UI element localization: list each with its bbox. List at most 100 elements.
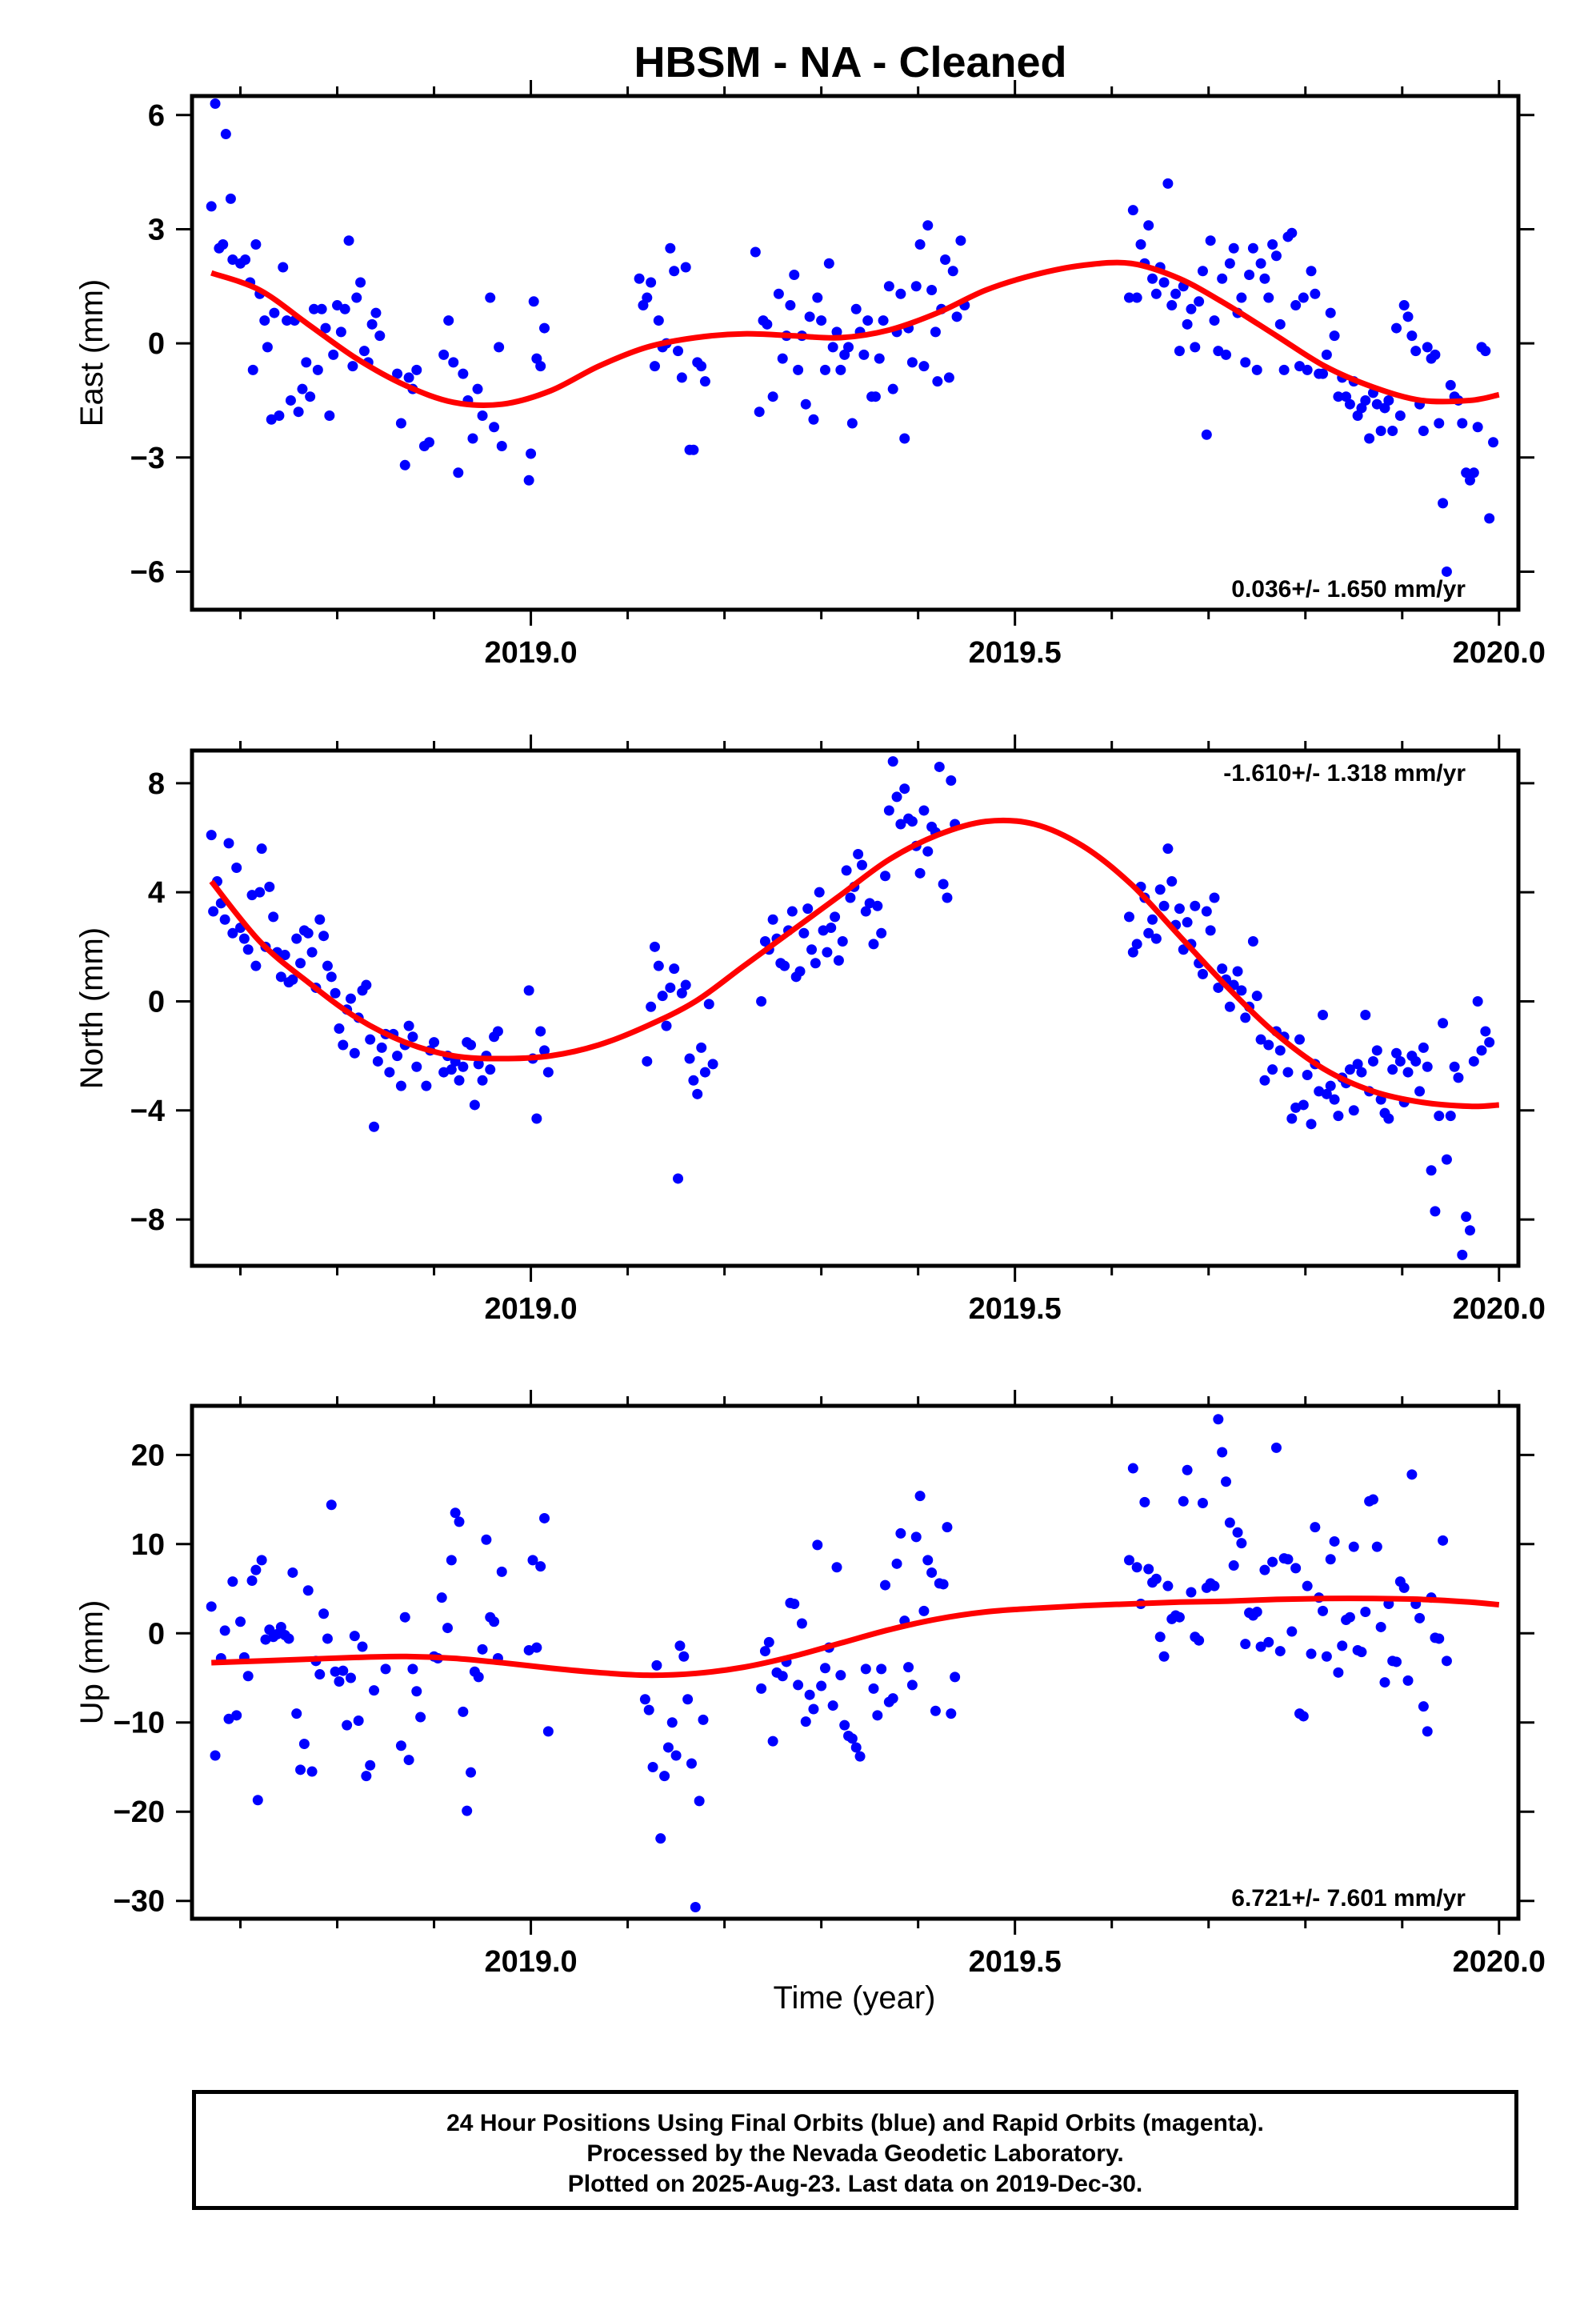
data-point bbox=[934, 761, 945, 772]
data-point bbox=[1306, 1648, 1317, 1659]
data-point bbox=[1387, 425, 1398, 436]
data-point bbox=[914, 238, 926, 250]
data-point bbox=[1302, 1580, 1313, 1591]
data-point bbox=[1472, 422, 1483, 433]
data-point bbox=[403, 372, 414, 383]
data-point bbox=[392, 368, 403, 379]
data-point bbox=[856, 859, 867, 871]
data-point bbox=[250, 960, 262, 971]
data-point bbox=[1298, 292, 1309, 303]
data-point bbox=[899, 433, 910, 444]
data-point bbox=[1318, 1010, 1329, 1021]
data-point bbox=[891, 1558, 902, 1569]
data-point bbox=[837, 936, 848, 947]
data-point bbox=[887, 756, 898, 767]
data-point bbox=[458, 1061, 469, 1072]
data-point bbox=[454, 1075, 465, 1086]
data-point bbox=[1158, 277, 1170, 288]
data-point bbox=[365, 1034, 376, 1045]
data-point bbox=[291, 1708, 302, 1719]
data-point bbox=[1232, 1527, 1243, 1538]
data-point bbox=[673, 1173, 684, 1184]
data-point bbox=[429, 1037, 440, 1048]
data-point bbox=[1182, 917, 1193, 928]
data-point bbox=[1394, 1055, 1406, 1067]
data-point bbox=[339, 303, 350, 314]
data-point bbox=[343, 235, 354, 246]
data-point bbox=[833, 955, 844, 966]
data-point bbox=[918, 805, 930, 816]
data-point bbox=[680, 262, 691, 273]
data-point bbox=[642, 1055, 653, 1067]
data-point bbox=[293, 406, 304, 418]
data-point bbox=[1325, 307, 1336, 318]
data-point bbox=[349, 1631, 360, 1642]
data-point bbox=[1457, 418, 1468, 429]
data-point bbox=[326, 1499, 337, 1511]
data-point bbox=[872, 900, 883, 911]
data-point bbox=[1464, 1225, 1475, 1236]
data-point bbox=[810, 958, 821, 969]
data-point bbox=[1290, 1563, 1302, 1574]
data-point bbox=[1213, 346, 1224, 357]
data-point bbox=[1356, 1067, 1367, 1078]
data-point bbox=[777, 353, 788, 364]
data-point bbox=[786, 906, 798, 917]
data-point bbox=[1131, 292, 1142, 303]
data-point bbox=[1367, 1494, 1378, 1505]
x-tick-label: 2019.0 bbox=[484, 1945, 577, 1979]
footer-line-3: Plotted on 2025-Aug-23. Last data on 201… bbox=[567, 2171, 1143, 2197]
data-point bbox=[1267, 238, 1278, 250]
data-point bbox=[1150, 933, 1162, 944]
data-point bbox=[1197, 266, 1208, 277]
data-point bbox=[789, 1598, 800, 1609]
data-point bbox=[1321, 349, 1332, 360]
data-point bbox=[1251, 1607, 1262, 1618]
data-point bbox=[462, 1805, 473, 1816]
data-point bbox=[767, 914, 778, 925]
data-point bbox=[542, 1067, 554, 1078]
data-point bbox=[876, 1663, 887, 1675]
data-point bbox=[1457, 1249, 1468, 1260]
data-point bbox=[250, 1564, 262, 1575]
data-point bbox=[219, 914, 230, 925]
x-tick-label: 2020.0 bbox=[1453, 1945, 1546, 1979]
data-point bbox=[1406, 330, 1418, 342]
data-point bbox=[206, 1601, 217, 1612]
data-point bbox=[800, 398, 811, 410]
data-point bbox=[365, 1760, 376, 1771]
data-point bbox=[1371, 398, 1382, 410]
data-point bbox=[485, 292, 496, 303]
data-point bbox=[922, 220, 934, 231]
plot-frame bbox=[190, 1403, 1521, 1921]
data-point bbox=[870, 391, 881, 402]
data-point bbox=[287, 1567, 298, 1578]
data-point bbox=[808, 414, 819, 425]
data-point bbox=[1476, 1045, 1487, 1056]
data-point bbox=[680, 979, 691, 991]
data-point bbox=[669, 266, 680, 277]
east-panel: 2019.0 2019.5 2020.0 6 3 0 −3 −6 East (mm) 0.036+… bbox=[74, 80, 1546, 670]
y-tick-label: −30 bbox=[114, 1885, 165, 1919]
data-point bbox=[223, 838, 234, 849]
data-point bbox=[492, 1026, 503, 1037]
data-point bbox=[231, 863, 242, 874]
data-point bbox=[264, 881, 275, 892]
data-point bbox=[759, 1646, 770, 1657]
data-point bbox=[472, 383, 483, 394]
data-point bbox=[227, 254, 238, 265]
data-point bbox=[358, 346, 370, 357]
data-point bbox=[1348, 1105, 1359, 1116]
data-point bbox=[528, 296, 539, 307]
data-point bbox=[320, 322, 331, 334]
data-point bbox=[1247, 936, 1258, 947]
data-point bbox=[816, 1680, 827, 1691]
data-point bbox=[1263, 292, 1274, 303]
data-point bbox=[242, 944, 254, 955]
data-point bbox=[266, 414, 277, 425]
data-point bbox=[1228, 1560, 1239, 1571]
data-point bbox=[878, 315, 889, 326]
data-point bbox=[814, 887, 825, 898]
data-point bbox=[1418, 425, 1429, 436]
